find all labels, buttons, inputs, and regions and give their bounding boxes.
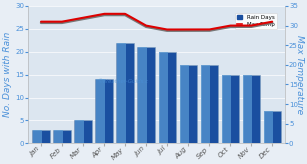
Bar bbox=[201, 65, 210, 143]
Bar bbox=[116, 43, 134, 143]
Bar bbox=[180, 65, 197, 143]
Bar bbox=[138, 47, 147, 143]
Bar bbox=[138, 47, 155, 143]
Bar bbox=[96, 79, 105, 143]
Bar bbox=[74, 120, 92, 143]
Bar bbox=[243, 75, 260, 143]
Bar bbox=[33, 130, 41, 143]
Bar bbox=[75, 120, 84, 143]
Bar bbox=[264, 111, 273, 143]
Bar bbox=[117, 43, 126, 143]
Bar bbox=[158, 52, 176, 143]
Bar bbox=[33, 130, 50, 143]
Y-axis label: No. Days with Rain: No. Days with Rain bbox=[3, 32, 13, 117]
Y-axis label: Max Temperature: Max Temperature bbox=[294, 35, 304, 114]
Bar bbox=[53, 130, 71, 143]
Bar bbox=[54, 130, 63, 143]
Bar bbox=[180, 65, 188, 143]
Bar bbox=[200, 65, 218, 143]
Bar bbox=[222, 75, 231, 143]
Bar bbox=[264, 111, 281, 143]
Bar bbox=[95, 79, 113, 143]
Bar bbox=[243, 75, 252, 143]
Bar bbox=[222, 75, 239, 143]
Text: ©Weather-Guids.c: ©Weather-Guids.c bbox=[98, 79, 149, 84]
Legend: Rain Days, Max Temp: Rain Days, Max Temp bbox=[235, 13, 277, 29]
Bar bbox=[159, 52, 168, 143]
